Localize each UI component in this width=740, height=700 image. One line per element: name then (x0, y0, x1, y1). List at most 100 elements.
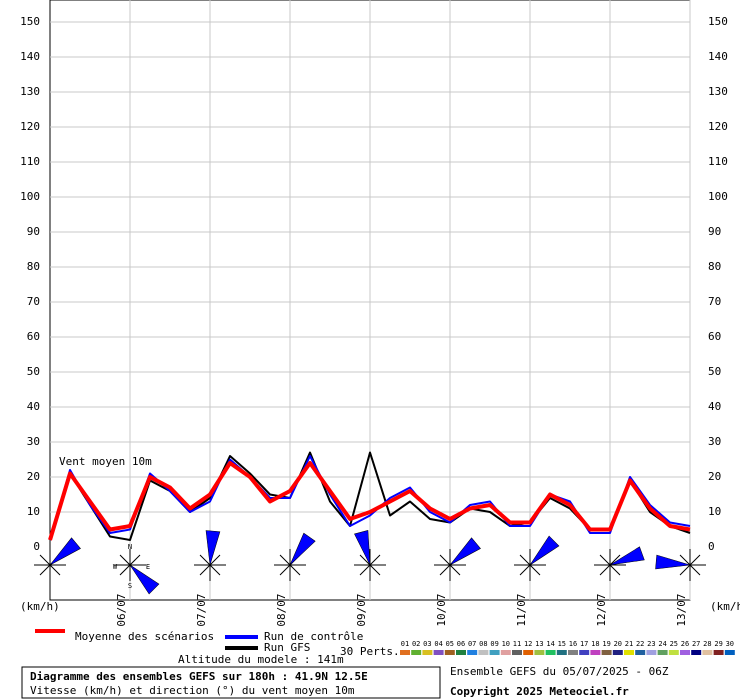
x-tick-label: 07/07 (195, 593, 208, 626)
pert-swatch (691, 650, 702, 655)
x-tick-label: 11/07 (515, 593, 528, 626)
compass-label: W (113, 563, 118, 571)
pert-swatch (523, 650, 534, 655)
pert-swatch (422, 650, 433, 655)
wind-arrow (529, 535, 560, 566)
pert-swatch (500, 650, 511, 655)
wind-arrow (449, 537, 481, 566)
pert-swatch (601, 650, 612, 655)
x-tick-label: 06/07 (115, 593, 128, 626)
wind-icon (274, 532, 316, 581)
wind-arrow (289, 532, 316, 566)
pert-label: 05 (446, 640, 454, 648)
pert-label: 19 (602, 640, 610, 648)
pert-label: 09 (490, 640, 498, 648)
pert-swatch (411, 650, 422, 655)
pert-label: 06 (457, 640, 465, 648)
pert-label: 16 (569, 640, 577, 648)
y-tick-label: 40 (27, 400, 40, 413)
pert-swatch (489, 650, 500, 655)
pert-swatch (590, 650, 601, 655)
wind-arrow (129, 564, 160, 595)
y-tick-label: 100 (20, 190, 40, 203)
pert-label: 18 (591, 640, 599, 648)
y-tick-label: 0 (708, 540, 715, 553)
pert-swatch (467, 650, 478, 655)
run-info: Ensemble GEFS du 05/07/2025 - 06Z (450, 665, 669, 678)
pert-label: 21 (625, 640, 633, 648)
pert-swatch (657, 650, 668, 655)
x-tick-label: 12/07 (595, 593, 608, 626)
y-tick-label: 70 (708, 295, 721, 308)
perts-label: 30 Perts. (340, 645, 400, 658)
pert-label: 23 (647, 640, 655, 648)
pert-label: 14 (546, 640, 554, 648)
pert-swatch (444, 650, 455, 655)
y-tick-label: 140 (20, 50, 40, 63)
wind-icon (114, 549, 160, 595)
pert-label: 15 (558, 640, 566, 648)
pert-swatch (433, 650, 444, 655)
pert-swatch (624, 650, 634, 655)
pert-swatch (680, 650, 690, 655)
y-tick-label: 100 (708, 190, 728, 203)
y-tick-label: 130 (20, 85, 40, 98)
y-tick-label: 110 (20, 155, 40, 168)
pert-label: 29 (714, 640, 722, 648)
y-tick-label: 60 (27, 330, 40, 343)
series-line (48, 461, 691, 541)
pert-label: 17 (580, 640, 588, 648)
y-tick-label: 80 (27, 260, 40, 273)
wind-arrow (49, 537, 81, 566)
x-tick-label: 09/07 (355, 593, 368, 626)
wind-arrow (205, 530, 221, 566)
y-tick-label: 40 (708, 400, 721, 413)
y-tick-label: 50 (708, 365, 721, 378)
x-tick-label: 08/07 (275, 593, 288, 626)
y-tick-label: 140 (708, 50, 728, 63)
legend-label: Moyenne des scénarios (75, 630, 214, 643)
pert-label: 25 (670, 640, 678, 648)
y-tick-label: 120 (20, 120, 40, 133)
compass-label: E (146, 563, 150, 571)
y-tick-label: 20 (708, 470, 721, 483)
pert-swatch (545, 650, 556, 655)
pert-swatch (400, 650, 410, 655)
y-tick-label: 90 (708, 225, 721, 238)
pert-swatch (668, 650, 679, 655)
wind-icon (194, 530, 226, 581)
title-box (21, 666, 441, 699)
legend-label: Run GFS (264, 641, 310, 654)
wind-icon (594, 546, 645, 581)
pert-swatch (635, 650, 646, 655)
pert-label: 13 (535, 640, 543, 648)
pert-swatch (556, 650, 567, 655)
y-tick-label: 30 (708, 435, 721, 448)
y-tick-label: 60 (708, 330, 721, 343)
chart-subtitle: Vitesse (km/h) et direction (°) du vent … (30, 684, 355, 697)
pert-swatch (724, 650, 735, 655)
y-unit: (km/h) (710, 600, 740, 613)
pert-label: 04 (434, 640, 442, 648)
y-tick-label: 110 (708, 155, 728, 168)
wind-icon (354, 530, 386, 581)
y-tick-label: 130 (708, 85, 728, 98)
pert-label: 24 (658, 640, 666, 648)
pert-swatch (512, 650, 522, 655)
wind-icon (34, 537, 81, 581)
pert-label: 03 (423, 640, 431, 648)
pert-swatch (612, 650, 623, 655)
y-tick-label: 10 (27, 505, 40, 518)
pert-label: 30 (726, 640, 734, 648)
pert-swatch (702, 650, 713, 655)
y-tick-label: 150 (20, 15, 40, 28)
pert-label: 11 (513, 640, 521, 648)
chart-title: Diagramme des ensembles GEFS sur 180h : … (30, 670, 368, 683)
y-tick-label: 50 (27, 365, 40, 378)
y-tick-label: 90 (27, 225, 40, 238)
x-tick-label: 13/07 (675, 593, 688, 626)
wind-arrow (655, 554, 691, 570)
wind-arrow (609, 546, 645, 566)
y-tick-label: 10 (708, 505, 721, 518)
